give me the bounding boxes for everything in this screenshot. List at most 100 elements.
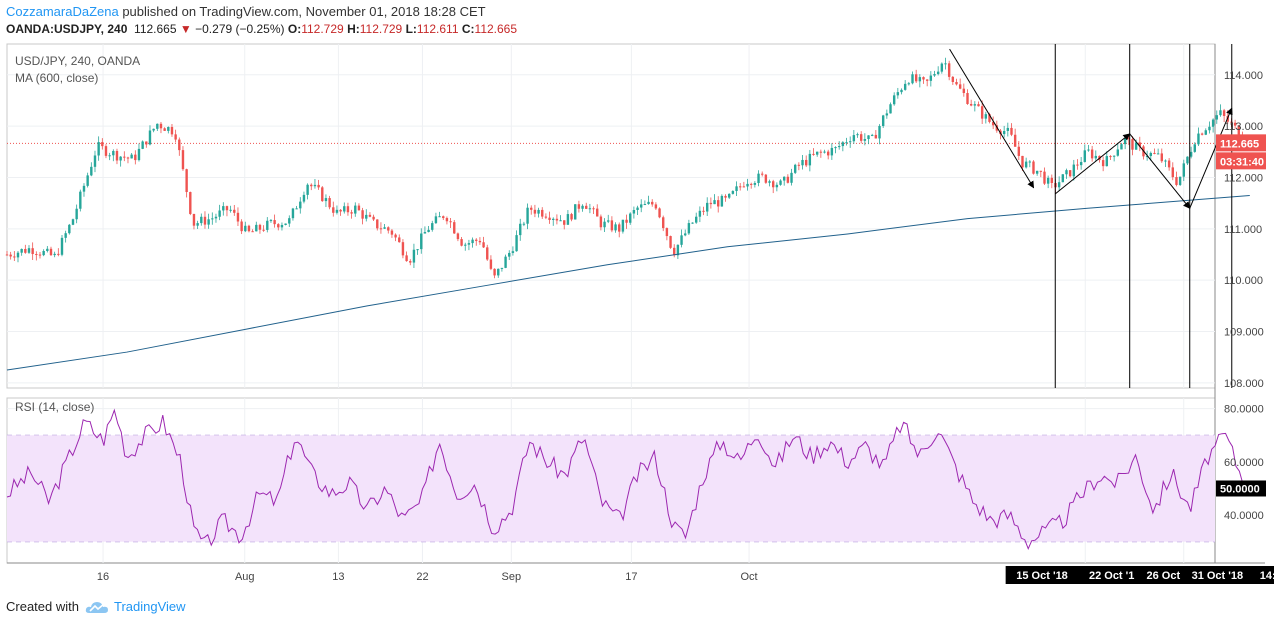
candle-up — [383, 227, 386, 229]
price-tick-label: 109.000 — [1224, 327, 1264, 339]
candle-up — [416, 249, 419, 251]
ma-polyline — [6, 194, 1250, 371]
candle-up — [20, 248, 23, 253]
author-link[interactable]: CozzamaraDaZena — [6, 4, 119, 19]
candle-up — [852, 135, 856, 142]
candle-up — [1116, 149, 1120, 156]
candle-down — [1017, 146, 1021, 156]
candle-down — [357, 205, 361, 211]
main-legend[interactable]: USD/JPY, 240, OANDA — [15, 54, 141, 68]
date-range-highlight — [1005, 566, 1274, 584]
candle-down — [874, 134, 878, 139]
x-tick-label: 16 — [97, 571, 109, 583]
low-label: L: — [405, 22, 417, 36]
candle-up — [412, 249, 416, 263]
last-price-tag — [1216, 134, 1266, 152]
x-tick-label: 17 — [625, 571, 637, 583]
candle-up — [280, 224, 284, 228]
candle-up — [244, 225, 247, 232]
candle-down — [1076, 164, 1079, 166]
x-tick-label: Aug — [235, 571, 255, 583]
price-tick-label: 108.000 — [1224, 378, 1264, 390]
candle-up — [845, 142, 848, 144]
candle-down — [724, 195, 727, 198]
candle-down — [394, 234, 397, 238]
candle-up — [1211, 119, 1215, 127]
candle-down — [951, 76, 955, 82]
candle-up — [68, 224, 71, 234]
candle-up — [823, 151, 826, 153]
candle-up — [222, 206, 225, 211]
candle-down — [742, 186, 746, 188]
candle-up — [706, 202, 709, 212]
candle-down — [192, 213, 196, 226]
candle-down — [31, 248, 34, 255]
candle-up — [621, 219, 625, 232]
candle-down — [764, 174, 768, 183]
candle-down — [760, 173, 764, 175]
candle-up — [691, 222, 694, 224]
candle-down — [445, 218, 449, 222]
candle-up — [878, 125, 881, 139]
candle-up — [903, 83, 907, 90]
candle-up — [940, 63, 944, 72]
candle-down — [859, 134, 863, 141]
candle-up — [746, 183, 749, 187]
candle-up — [137, 148, 141, 161]
candle-down — [332, 207, 335, 213]
candle-up — [1065, 170, 1068, 175]
candle-up — [537, 209, 540, 214]
candle-up — [526, 207, 529, 224]
candle-up — [504, 256, 507, 268]
high-label: H: — [347, 22, 360, 36]
candle-down — [969, 103, 973, 106]
candle-down — [1200, 133, 1204, 135]
candle-down — [49, 248, 53, 256]
candle-down — [673, 247, 676, 256]
candle-down — [1010, 127, 1013, 135]
candle-down — [654, 204, 658, 209]
candle-down — [24, 248, 27, 253]
tradingview-link[interactable]: TradingView — [85, 599, 186, 614]
candle-up — [801, 159, 804, 166]
candle-up — [16, 252, 20, 258]
candle-up — [1120, 144, 1123, 150]
candle-up — [614, 224, 617, 231]
axes: 16Aug1322Sep17Oct1221114.000113.000112.0… — [97, 70, 1274, 584]
candle-down — [958, 84, 962, 89]
candle-up — [896, 92, 900, 96]
candle-up — [588, 208, 592, 210]
candle-up — [643, 204, 647, 206]
candle-up — [735, 186, 738, 192]
candle-down — [493, 268, 496, 276]
candle-down — [181, 150, 185, 170]
candle-down — [610, 220, 614, 231]
candle-down — [350, 212, 353, 214]
candle-up — [552, 218, 555, 220]
last-price: 112.665 — [134, 22, 177, 36]
highlighted-date-label: 26 Oct — [1147, 570, 1181, 582]
candle-up — [255, 224, 258, 232]
candle-down — [390, 230, 394, 235]
candle-up — [793, 164, 797, 173]
candle-down — [115, 150, 119, 161]
rsi-legend[interactable]: RSI (14, close) — [15, 400, 95, 414]
candle-down — [236, 212, 240, 222]
candle-up — [427, 229, 430, 233]
candle-up — [607, 220, 610, 222]
candle-up — [830, 147, 834, 156]
countdown-label: 03:31:40 — [1220, 156, 1264, 168]
candle-down — [658, 208, 661, 218]
candle-up — [973, 104, 977, 106]
candle-up — [196, 223, 199, 226]
candle-up — [82, 185, 86, 192]
ma-legend[interactable]: MA (600, close) — [15, 71, 99, 85]
candle-up — [71, 219, 75, 225]
candle-down — [662, 217, 665, 229]
price-tick-label: 114.000 — [1224, 70, 1263, 82]
x-tick-label: 22 — [416, 571, 428, 583]
open-label: O: — [287, 22, 302, 36]
rsi-line — [6, 408, 1251, 551]
candle-down — [533, 209, 537, 214]
